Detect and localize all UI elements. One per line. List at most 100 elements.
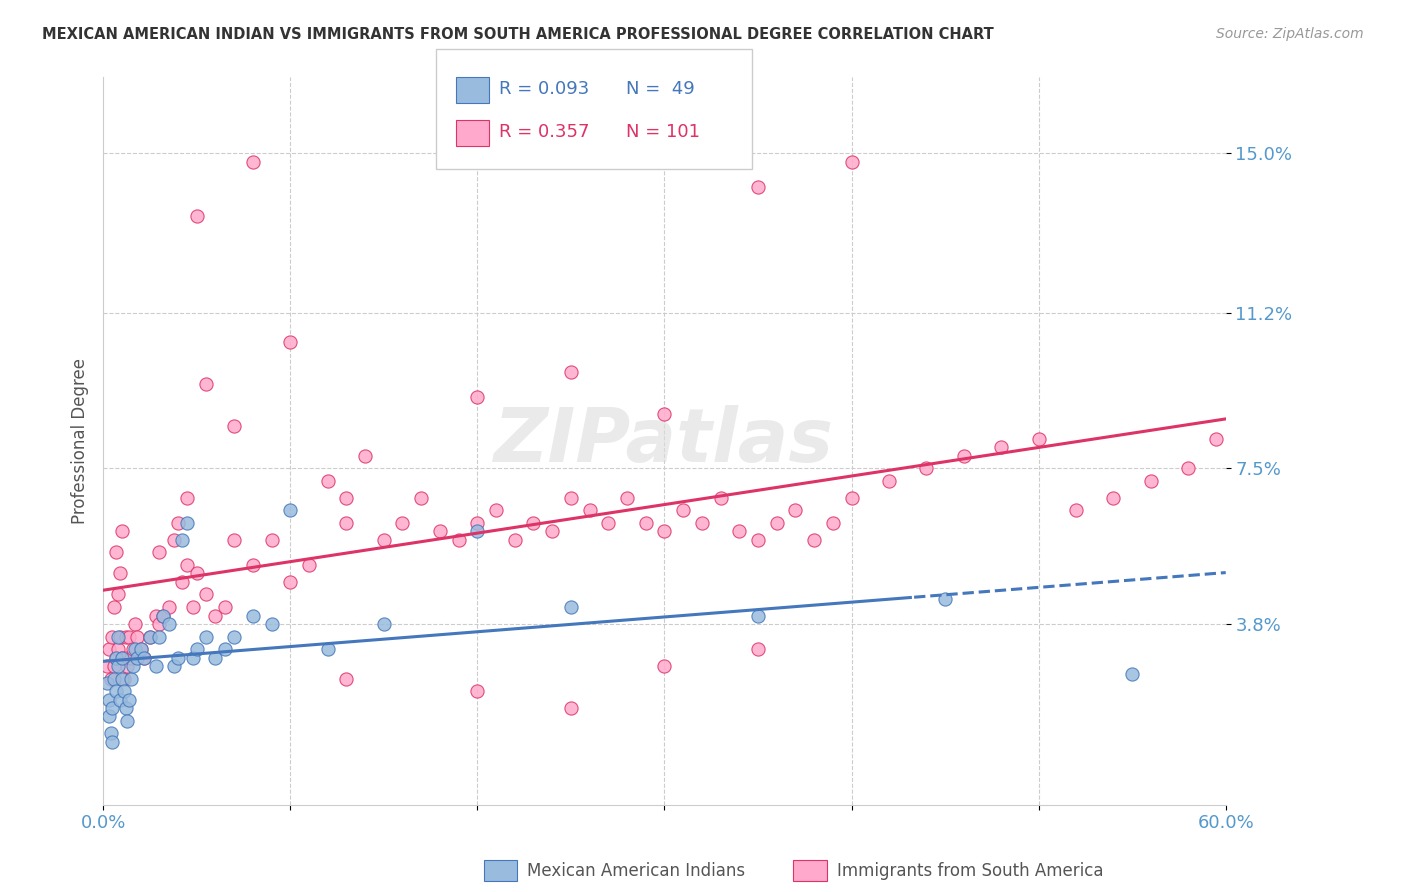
Point — [803, 533, 825, 547]
Point — [157, 616, 180, 631]
Point — [1102, 491, 1125, 505]
Point — [242, 558, 264, 572]
Point — [181, 650, 204, 665]
Point — [125, 630, 148, 644]
Point — [841, 491, 863, 505]
Point — [747, 179, 769, 194]
Point — [120, 650, 142, 665]
Point — [560, 600, 582, 615]
Point — [170, 533, 193, 547]
Point — [101, 701, 124, 715]
Point — [112, 684, 135, 698]
Point — [560, 701, 582, 715]
Point — [522, 516, 544, 530]
Point — [107, 659, 129, 673]
Point — [465, 684, 488, 698]
Point — [129, 642, 152, 657]
Point — [214, 600, 236, 615]
Point — [176, 491, 198, 505]
Text: Immigrants from South America: Immigrants from South America — [837, 862, 1104, 880]
Point — [841, 154, 863, 169]
Point — [915, 461, 938, 475]
Point — [260, 533, 283, 547]
Point — [1177, 461, 1199, 475]
Point — [148, 545, 170, 559]
Point — [148, 616, 170, 631]
Point — [429, 524, 451, 539]
Point — [108, 566, 131, 581]
Point — [690, 516, 713, 530]
Point — [107, 587, 129, 601]
Point — [176, 558, 198, 572]
Point — [114, 701, 136, 715]
Point — [278, 574, 301, 589]
Point — [105, 650, 128, 665]
Point — [990, 441, 1012, 455]
Point — [167, 650, 190, 665]
Point — [139, 630, 162, 644]
Point — [100, 726, 122, 740]
Point — [152, 608, 174, 623]
Point — [122, 659, 145, 673]
Point — [111, 672, 134, 686]
Point — [541, 524, 564, 539]
Point — [163, 659, 186, 673]
Point — [204, 650, 226, 665]
Point — [152, 608, 174, 623]
Point — [163, 533, 186, 547]
Point — [1028, 432, 1050, 446]
Point — [335, 491, 357, 505]
Text: Source: ZipAtlas.com: Source: ZipAtlas.com — [1216, 27, 1364, 41]
Point — [224, 419, 246, 434]
Text: R = 0.357: R = 0.357 — [499, 123, 589, 141]
Point — [118, 630, 141, 644]
Point — [335, 672, 357, 686]
Point — [709, 491, 731, 505]
Point — [186, 209, 208, 223]
Point — [672, 503, 695, 517]
Text: N = 101: N = 101 — [626, 123, 700, 141]
Point — [103, 659, 125, 673]
Point — [145, 608, 167, 623]
Text: Mexican American Indians: Mexican American Indians — [527, 862, 745, 880]
Point — [195, 377, 218, 392]
Point — [1064, 503, 1087, 517]
Point — [117, 659, 139, 673]
Point — [96, 659, 118, 673]
Point — [765, 516, 787, 530]
Point — [465, 516, 488, 530]
Point — [101, 630, 124, 644]
Point — [354, 449, 377, 463]
Point — [747, 533, 769, 547]
Point — [100, 672, 122, 686]
Point — [195, 630, 218, 644]
Point — [952, 449, 974, 463]
Point — [204, 608, 226, 623]
Point — [654, 524, 676, 539]
Point — [170, 574, 193, 589]
Point — [278, 335, 301, 350]
Point — [598, 516, 620, 530]
Point — [181, 600, 204, 615]
Point — [747, 608, 769, 623]
Point — [785, 503, 807, 517]
Point — [373, 533, 395, 547]
Point — [107, 642, 129, 657]
Point — [117, 714, 139, 728]
Point — [148, 630, 170, 644]
Point — [107, 630, 129, 644]
Point — [195, 587, 218, 601]
Point — [411, 491, 433, 505]
Point — [224, 630, 246, 644]
Point — [129, 642, 152, 657]
Point — [101, 734, 124, 748]
Point — [105, 545, 128, 559]
Point — [124, 616, 146, 631]
Point — [96, 675, 118, 690]
Point — [157, 600, 180, 615]
Point — [316, 642, 339, 657]
Point — [260, 616, 283, 631]
Point — [503, 533, 526, 547]
Text: ZIPatlas: ZIPatlas — [495, 405, 834, 477]
Point — [485, 503, 508, 517]
